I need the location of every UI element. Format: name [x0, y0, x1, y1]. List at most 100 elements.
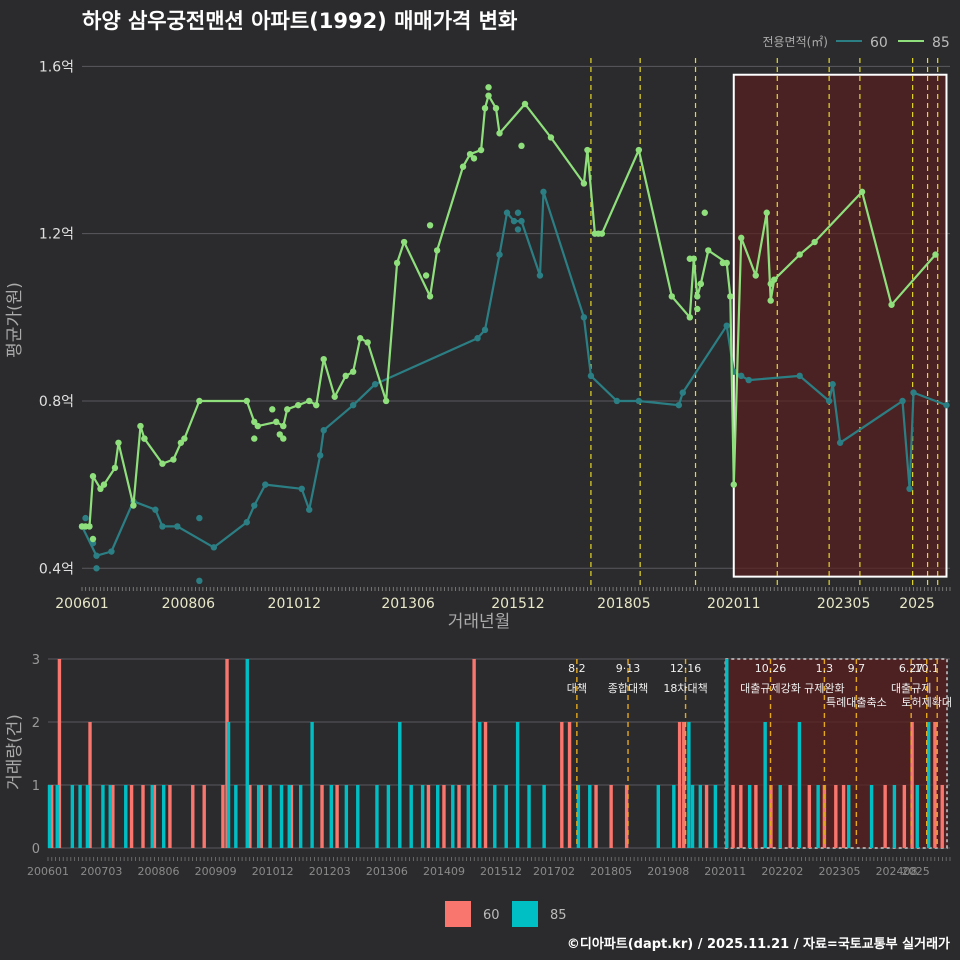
bar-60	[841, 785, 846, 848]
bar-85	[70, 785, 75, 848]
bar-60	[704, 785, 709, 848]
data-point-85	[466, 150, 474, 158]
bottom-legend-swatch-60	[445, 901, 471, 927]
bar-60	[739, 785, 743, 848]
bar-85	[409, 785, 413, 848]
data-point-85	[426, 222, 434, 229]
data-point-60	[675, 401, 683, 409]
legend: 전용면적(㎡) 60 85	[762, 35, 949, 51]
data-point-60	[159, 523, 166, 530]
bar-85	[527, 785, 531, 848]
bar-85	[698, 785, 703, 848]
legend-label-60: 60	[870, 35, 888, 51]
bar-85	[515, 722, 520, 848]
x-tick-label: 201306	[366, 865, 408, 878]
policy-date-label: 1.3	[816, 662, 834, 675]
data-point-60	[635, 397, 643, 405]
y-tick-label: 0	[32, 842, 40, 857]
x-tick-label: 202011	[704, 865, 746, 878]
data-point-85	[580, 180, 588, 187]
bar-85	[245, 659, 249, 848]
data-point-85	[364, 339, 371, 346]
bar-85	[287, 785, 291, 848]
bottom-legend-swatch-85	[512, 901, 538, 927]
x-tick-label: 202408	[876, 865, 918, 878]
data-point-60	[481, 326, 489, 334]
legend-title: 전용면적(㎡)	[762, 35, 828, 49]
data-point-85	[349, 368, 357, 375]
bar-85	[344, 785, 349, 848]
bar-60	[152, 785, 157, 848]
bar-85	[124, 785, 128, 848]
data-point-85	[584, 146, 591, 154]
bar-85	[420, 785, 425, 848]
policy-date-label: 12·16	[670, 662, 702, 675]
x-tick-label: 201908	[647, 865, 689, 878]
bar-85	[256, 785, 261, 848]
bar-85	[161, 785, 166, 848]
bottom-legend-label-85: 85	[550, 908, 567, 923]
bottom-y-axis-label: 거래량(건)	[5, 714, 25, 790]
policy-name-label: 대출규제	[891, 682, 931, 695]
data-point-85	[705, 247, 712, 254]
data-point-85	[697, 280, 705, 288]
x-tick-label: 202305	[817, 596, 870, 612]
bar-60	[677, 722, 682, 848]
data-point-60	[836, 439, 844, 446]
policy-name-label: 종합대책	[608, 682, 648, 695]
data-point-85	[137, 422, 144, 430]
data-point-85	[280, 435, 287, 442]
x-tick-label: 2025	[902, 865, 930, 878]
bar-85	[101, 785, 105, 848]
data-point-85	[686, 255, 694, 262]
bar-85	[226, 722, 231, 848]
data-point-60	[262, 481, 269, 488]
bar-85	[588, 785, 592, 848]
data-point-60	[825, 397, 833, 405]
bar-85	[436, 785, 440, 848]
bar-85	[542, 785, 546, 848]
bar-60	[129, 785, 134, 848]
data-point-60	[536, 272, 544, 279]
bar-60	[933, 722, 937, 848]
bar-60	[910, 722, 914, 848]
bar-85	[375, 785, 379, 848]
bar-85	[78, 785, 82, 848]
policy-date-label: 10.1	[914, 662, 939, 675]
bar-60	[426, 785, 431, 848]
policy-date-label: 10.26	[755, 662, 787, 675]
x-tick-label: 201203	[309, 865, 351, 878]
bar-85	[915, 785, 919, 848]
data-point-85	[306, 397, 313, 405]
bottom-legend-label-60: 60	[483, 908, 500, 923]
bar-85	[298, 785, 303, 848]
bar-60	[682, 722, 686, 848]
data-point-60	[587, 372, 595, 380]
data-point-85	[485, 92, 492, 99]
data-point-85	[342, 372, 349, 380]
data-point-85	[459, 163, 467, 170]
bar-85	[816, 785, 820, 848]
bar-85	[690, 785, 695, 848]
bar-60	[731, 785, 735, 848]
bar-60	[624, 785, 629, 848]
x-tick-label: 200806	[162, 596, 216, 612]
data-point-60	[196, 577, 203, 585]
policy-date-label: 8·2	[568, 662, 586, 675]
bar-60	[141, 785, 145, 848]
data-point-60	[829, 381, 836, 388]
policy-name-label: 토허제확대	[901, 696, 952, 709]
bar-85	[150, 785, 154, 848]
x-tick-label: 201702	[533, 865, 575, 878]
bar-60	[168, 785, 172, 848]
policy-name-label: 대출규제강화	[740, 682, 801, 695]
x-tick-label: 200806	[138, 865, 180, 878]
y-tick-label: 1.6억	[39, 59, 74, 75]
data-point-85	[177, 439, 185, 446]
bar-60	[754, 785, 758, 848]
volume-bar-chart: 0 1 2 3 8·2 대책 9·13 종합대책 12·16 18차대책 10.26 대출규제강화 1.…	[27, 653, 952, 878]
bar-85	[713, 785, 718, 848]
bar-85	[687, 722, 691, 848]
bar-85	[672, 785, 676, 848]
bar-85	[234, 785, 238, 848]
